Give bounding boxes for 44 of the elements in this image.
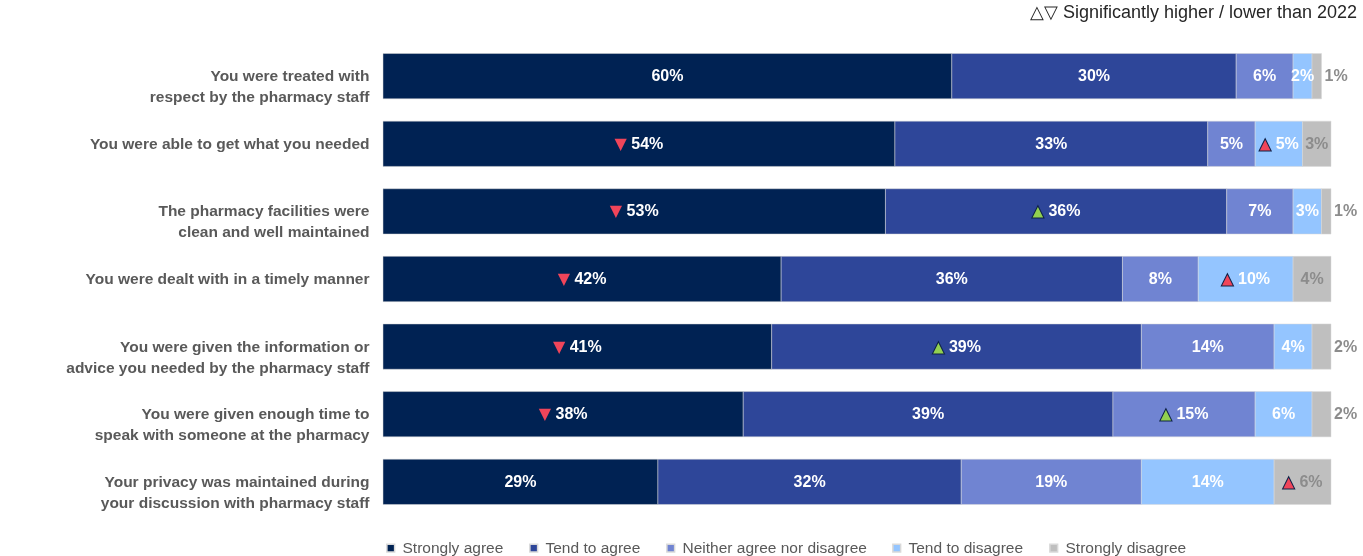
data-label: 33% bbox=[1035, 134, 1068, 152]
data-label: ▲ 15% bbox=[1159, 404, 1209, 424]
data-label: 6% bbox=[1272, 405, 1296, 423]
data-label: 1% bbox=[1324, 67, 1348, 85]
legend-label: Tend to agree bbox=[545, 539, 641, 556]
data-label: ▲ 5% bbox=[1258, 133, 1299, 153]
data-label: 5% bbox=[1219, 134, 1244, 152]
y-tick-label: You were given the information or advice you needed by the pharmacy staff bbox=[66, 337, 371, 376]
data-label: 3% bbox=[1295, 202, 1319, 220]
data-label: 1% bbox=[1334, 202, 1358, 220]
y-tick-label: You were treated with respect by the pharmacy staff bbox=[149, 67, 371, 106]
data-label: 7% bbox=[1248, 202, 1272, 220]
data-label: 30% bbox=[1077, 67, 1111, 85]
text: △▽ Significantly higher / lower than 2022 bbox=[1029, 2, 1358, 22]
data-label: 60% bbox=[651, 67, 684, 85]
legend-label: Tend to disagree bbox=[908, 539, 1024, 556]
y-tick-label: You were given enough time to speak with someone at the pharmacy bbox=[94, 405, 370, 444]
data-label: 8% bbox=[1148, 270, 1172, 287]
data-label: ▼ 53% bbox=[609, 201, 659, 221]
data-label: 32% bbox=[793, 472, 826, 490]
data-label: ▼ 38% bbox=[538, 404, 588, 424]
data-label: 29% bbox=[504, 472, 537, 490]
legend-label: Strongly disagree bbox=[1065, 539, 1187, 556]
data-label: 4% bbox=[1281, 337, 1305, 355]
y-tick-label: You were able to get what you needed bbox=[89, 134, 370, 152]
data-label: 14% bbox=[1191, 337, 1224, 355]
data-label: ▲ 36% bbox=[1031, 201, 1081, 221]
data-label: 14% bbox=[1191, 472, 1224, 490]
y-tick-label: The pharmacy facilities were clean and well maintained bbox=[158, 202, 370, 241]
data-label: 2% bbox=[1334, 337, 1358, 355]
data-label: 19% bbox=[1035, 472, 1068, 490]
data-label: ▼ 42% bbox=[557, 269, 607, 288]
legend-label: Strongly agree bbox=[402, 539, 504, 556]
data-label: ▼ 41% bbox=[552, 336, 602, 356]
y-tick-label: You were dealt with in a timely manner bbox=[85, 270, 370, 287]
data-label: ▼ 54% bbox=[614, 133, 664, 153]
legend-label: Neither agree nor disagree bbox=[682, 539, 867, 556]
data-label: 2% bbox=[1334, 405, 1358, 423]
y-tick-label: Your privacy was maintained during your discussion with pharmacy staff bbox=[100, 472, 371, 511]
data-label: ▲ 10% bbox=[1221, 269, 1271, 288]
data-label: 39% bbox=[912, 405, 945, 423]
data-label: 36% bbox=[935, 270, 968, 287]
data-label: 6% bbox=[1253, 67, 1277, 85]
data-label: ▲ 39% bbox=[932, 336, 981, 356]
